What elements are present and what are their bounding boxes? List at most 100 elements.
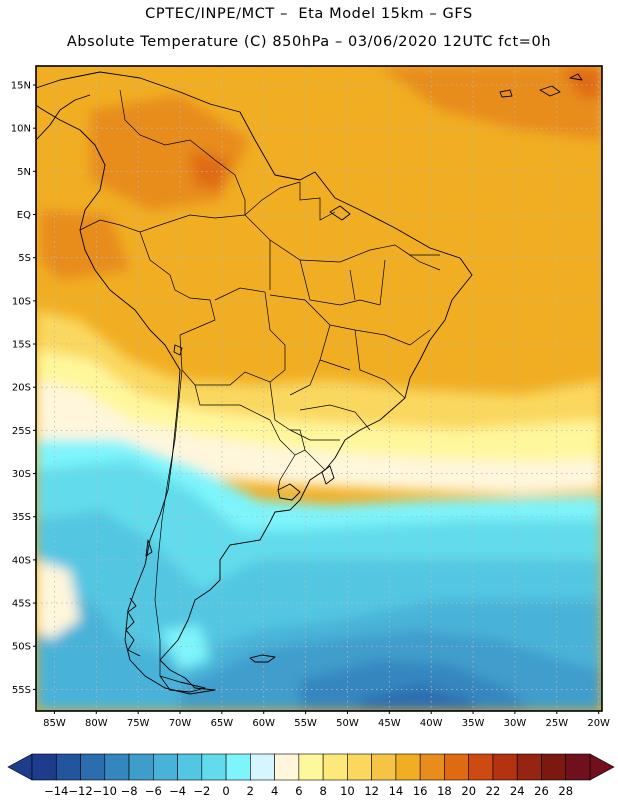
colorbar-label: −8 [121, 784, 138, 798]
border-colombia-venezuela [119, 89, 246, 215]
map-title: CPTEC/INPE/MCT – Eta Model 15km – GFS [145, 6, 473, 22]
temperature-field [36, 66, 602, 711]
central-america-coast [35, 94, 91, 141]
colorbar-left-arrow [7, 753, 33, 781]
lat-label: 20S [12, 383, 31, 394]
border-chile-argentina [154, 369, 183, 676]
lat-label: 40S [12, 555, 31, 566]
colorbar-label: 6 [295, 784, 302, 798]
colorbar-label: 20 [461, 784, 476, 798]
colorbar-label: 4 [271, 784, 278, 798]
border-colombia-ecuador-peru [79, 214, 246, 233]
lon-label: 75W [127, 718, 150, 729]
lon-label: 45W [378, 718, 401, 729]
colorbar-box [322, 753, 348, 781]
marajo-island [329, 205, 351, 221]
lon-label: 60W [252, 718, 275, 729]
lat-label: 35S [12, 512, 31, 523]
colorbar-label: 26 [534, 784, 549, 798]
border-peru-brazil [139, 231, 216, 336]
lon-label: 80W [85, 718, 108, 729]
colorbar-box [371, 753, 397, 781]
colorbar-box [565, 753, 591, 781]
lon-label: 50W [336, 718, 359, 729]
colorbar-box [80, 753, 106, 781]
country-borders [79, 89, 441, 676]
colorbar-box [419, 753, 445, 781]
lon-label: 65W [211, 718, 234, 729]
colorbar-box [31, 753, 57, 781]
colorbar-label: −4 [169, 784, 186, 798]
colorbar-label: −14 [44, 784, 68, 798]
south-america-coast [35, 71, 473, 695]
colorbar-label: 0 [222, 784, 229, 798]
falkland-islands [249, 654, 276, 663]
colorbar-label: 28 [558, 784, 573, 798]
colorbar-box [55, 753, 81, 781]
colorbar-label: 22 [486, 784, 501, 798]
lat-label: 25S [12, 426, 31, 437]
colorbar-label: −10 [93, 784, 117, 798]
lat-label: 5N [17, 167, 31, 178]
lagoa-dos-patos [321, 465, 335, 485]
continent-outline [35, 71, 583, 695]
colorbar-box [128, 753, 154, 781]
lat-label: 5S [18, 253, 31, 264]
colorbar-box [298, 753, 324, 781]
lon-label: 70W [169, 718, 192, 729]
colorbar-box [104, 753, 130, 781]
lat-label: 50S [12, 642, 31, 653]
colorbar-box [274, 753, 300, 781]
lat-label: 10N [11, 124, 31, 135]
colorbar-box [153, 753, 178, 781]
rio-de-la-plata [277, 483, 301, 501]
colorbar: −14 −12 −10 −8 −6 −4 −2 0 2 4 6 8 10 12 14 16 18 20 22 24 26… [7, 753, 615, 798]
colorbar-label: −12 [68, 784, 92, 798]
colorbar-box [177, 753, 203, 781]
brazil-states [244, 214, 441, 441]
lat-label: 15S [12, 340, 31, 351]
lon-label: 20W [587, 718, 610, 729]
chiloe-island [145, 539, 153, 557]
border-brazil-bolivia [214, 287, 286, 383]
lon-label: 40W [420, 718, 443, 729]
lat-label: 45S [12, 599, 31, 610]
tierra-del-fuego [159, 675, 206, 693]
colorbar-box [492, 753, 518, 781]
colorbar-label: 14 [389, 784, 404, 798]
colorbar-box [516, 753, 542, 781]
lon-label: 85W [43, 718, 66, 729]
lat-label: 55S [12, 685, 31, 696]
lat-label: EQ [17, 210, 31, 221]
lon-label: 25W [545, 718, 568, 729]
lon-label: 30W [504, 718, 527, 729]
border-bolivia-paraguay [179, 334, 306, 451]
colorbar-label: −2 [193, 784, 210, 798]
colorbar-box [225, 753, 251, 781]
colorbar-label: 10 [340, 784, 355, 798]
colorbar-boxes [7, 753, 615, 781]
map-subtitle: Absolute Temperature (C) 850hPa – 03/06/… [66, 34, 552, 50]
longitude-labels: 85W 80W 75W 70W 65W 60W 55W 50W 45W 40W 35W 30W 25W 2… [43, 711, 610, 729]
colorbar-box [347, 753, 372, 781]
colorbar-label: 16 [413, 784, 428, 798]
colorbar-box [201, 753, 227, 781]
colorbar-label: 8 [319, 784, 326, 798]
colorbar-box [444, 753, 469, 781]
border-uruguay [277, 454, 296, 491]
lon-label: 55W [294, 718, 317, 729]
chile-islands [125, 597, 141, 657]
colorbar-label: 2 [247, 784, 254, 798]
border-venezuela-brazil [244, 181, 301, 216]
border-guianas [299, 182, 336, 221]
colorbar-right-arrow [589, 753, 615, 781]
colorbar-label: 12 [364, 784, 379, 798]
colorbar-box [468, 753, 494, 781]
latitude-labels: 15N 10N 5N EQ 5S 10S 15S 20S 25S 30S 35S 40S 45S 50S 5… [11, 80, 36, 696]
titicaca-lake [173, 344, 183, 356]
colorbar-label: 24 [510, 784, 525, 798]
border-argentina-paraguay [194, 384, 271, 421]
temperature-map: 15N 10N 5N EQ 5S 10S 15S 20S 25S 30S 35S 40S 45S 50S 5… [11, 65, 610, 729]
colorbar-box [395, 753, 421, 781]
lat-label: 10S [12, 296, 31, 307]
